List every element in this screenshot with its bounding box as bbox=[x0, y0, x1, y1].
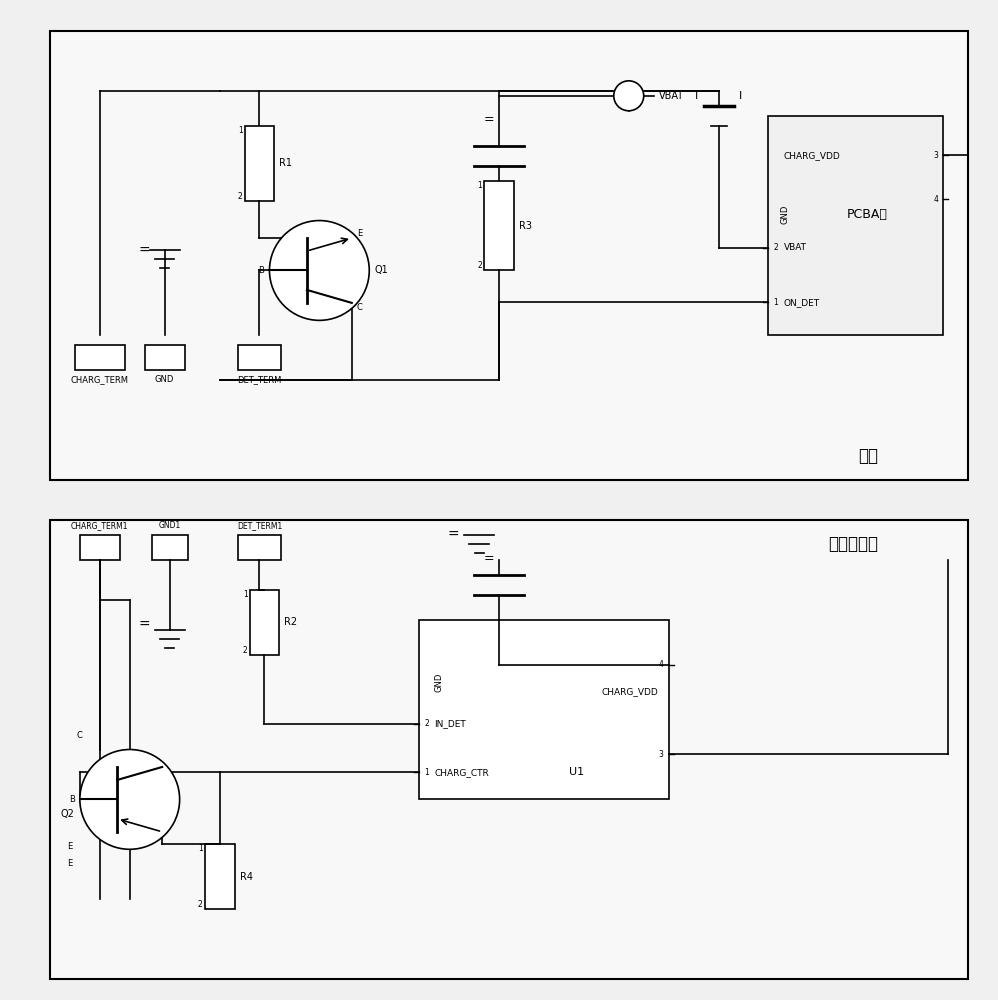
Text: =: = bbox=[484, 113, 494, 126]
Text: 3: 3 bbox=[659, 750, 664, 759]
Text: 2: 2 bbox=[243, 646, 248, 655]
Bar bbox=[419, 620, 669, 799]
Text: GND1: GND1 bbox=[159, 521, 181, 530]
Text: R2: R2 bbox=[284, 617, 297, 627]
Text: 3: 3 bbox=[933, 151, 938, 160]
Text: GND: GND bbox=[155, 375, 175, 384]
Text: CHARG_TERM1: CHARG_TERM1 bbox=[71, 521, 129, 530]
Text: 1: 1 bbox=[243, 590, 248, 599]
Text: R4: R4 bbox=[240, 872, 252, 882]
Text: E: E bbox=[357, 229, 362, 238]
Text: 2: 2 bbox=[198, 900, 203, 909]
Text: 4: 4 bbox=[659, 660, 664, 669]
Bar bbox=[80, 535, 120, 560]
Text: 1: 1 bbox=[773, 298, 778, 307]
Bar bbox=[250, 590, 279, 655]
Text: 充电收纳盒: 充电收纳盒 bbox=[828, 535, 878, 553]
Text: 耳机: 耳机 bbox=[858, 447, 878, 465]
Text: VBAT: VBAT bbox=[659, 91, 684, 101]
Text: U1: U1 bbox=[569, 767, 584, 777]
Circle shape bbox=[80, 750, 180, 849]
Bar bbox=[484, 181, 514, 270]
Text: =: = bbox=[484, 552, 494, 565]
Text: =: = bbox=[138, 618, 150, 632]
Bar bbox=[50, 520, 968, 979]
Text: DET_TERM1: DET_TERM1 bbox=[237, 521, 282, 530]
Bar bbox=[245, 126, 274, 201]
Bar bbox=[152, 535, 188, 560]
Bar bbox=[145, 345, 185, 370]
Bar bbox=[75, 345, 125, 370]
Text: 2: 2 bbox=[773, 243, 778, 252]
Text: 2: 2 bbox=[424, 719, 429, 728]
Text: CHARG_VDD: CHARG_VDD bbox=[783, 151, 840, 160]
Text: VBAT: VBAT bbox=[783, 243, 806, 252]
Text: =: = bbox=[447, 528, 459, 542]
Circle shape bbox=[269, 221, 369, 320]
Text: PCBA板: PCBA板 bbox=[847, 208, 888, 221]
Text: B: B bbox=[69, 795, 75, 804]
Text: C: C bbox=[357, 303, 362, 312]
Text: GND: GND bbox=[434, 673, 443, 692]
Text: 1: 1 bbox=[424, 768, 429, 777]
Bar bbox=[205, 844, 235, 909]
Text: CHARG_CTR: CHARG_CTR bbox=[434, 768, 489, 777]
Text: E: E bbox=[67, 859, 73, 868]
Text: ON_DET: ON_DET bbox=[783, 298, 819, 307]
Text: R1: R1 bbox=[279, 158, 292, 168]
Text: Q2: Q2 bbox=[61, 809, 75, 819]
Text: I: I bbox=[739, 91, 742, 101]
Text: GND: GND bbox=[780, 204, 789, 224]
Text: 1: 1 bbox=[238, 126, 243, 135]
Bar bbox=[50, 31, 968, 480]
Text: R3: R3 bbox=[519, 221, 532, 231]
Text: C: C bbox=[77, 731, 83, 740]
Text: B: B bbox=[258, 266, 264, 275]
Text: 4: 4 bbox=[933, 195, 938, 204]
Bar bbox=[238, 535, 281, 560]
Text: =: = bbox=[138, 243, 150, 257]
Text: CHARG_VDD: CHARG_VDD bbox=[602, 687, 659, 696]
Text: DET_TERM: DET_TERM bbox=[238, 375, 281, 384]
Text: 1: 1 bbox=[198, 844, 203, 853]
Text: Q1: Q1 bbox=[374, 265, 388, 275]
Circle shape bbox=[614, 81, 644, 111]
Bar bbox=[768, 116, 943, 335]
Text: 2: 2 bbox=[238, 192, 243, 201]
Text: E: E bbox=[67, 842, 73, 851]
Text: I: I bbox=[696, 91, 699, 101]
Text: 2: 2 bbox=[477, 261, 482, 270]
Bar bbox=[238, 345, 281, 370]
Text: IN_DET: IN_DET bbox=[434, 719, 466, 728]
Text: 1: 1 bbox=[477, 181, 482, 190]
Text: CHARG_TERM: CHARG_TERM bbox=[71, 375, 129, 384]
